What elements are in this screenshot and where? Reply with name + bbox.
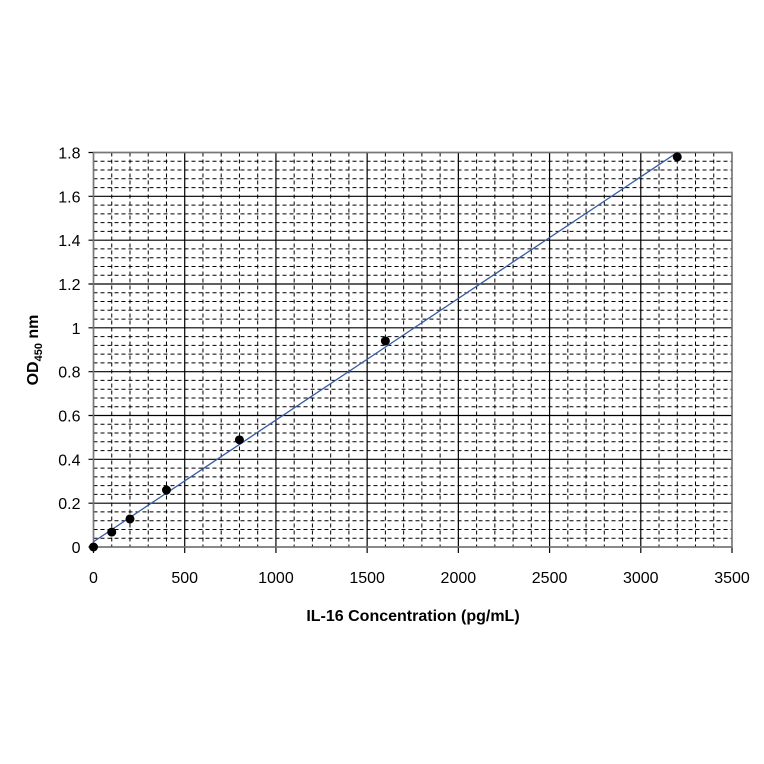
y-axis-ticks: 0 0.2 0.4 0.6 0.8 1 1.2 1.4 1.6 1.8 — [58, 146, 80, 558]
x-tick-label: 1000 — [258, 570, 294, 587]
x-axis-ticks: 0 500 1000 1500 2000 2500 3000 3500 — [89, 570, 750, 587]
x-tick-label: 500 — [171, 570, 198, 587]
y-tick-label: 1 — [72, 321, 81, 338]
y-tick-label: 1.4 — [58, 233, 80, 250]
y-tick-label: 0.6 — [58, 409, 80, 426]
y-tick-label: 1.2 — [58, 277, 80, 294]
x-tick-label: 3000 — [623, 570, 659, 587]
x-tick-label: 3500 — [714, 570, 750, 587]
data-point — [107, 527, 117, 537]
trendline — [93, 151, 678, 543]
grid — [88, 151, 733, 553]
y-tick-label: 1.6 — [58, 189, 80, 206]
x-tick-label: 2500 — [532, 570, 568, 587]
plot-area-frame — [92, 151, 733, 548]
data-point — [161, 485, 171, 495]
x-tick-label: 2000 — [441, 570, 477, 587]
data-series — [89, 151, 682, 552]
y-axis-label-suffix: nm — [25, 315, 42, 343]
x-tick-label: 0 — [89, 570, 98, 587]
data-point — [125, 514, 135, 524]
y-tick-label: 0.8 — [58, 365, 80, 382]
y-axis-label-subscript: 450 — [33, 343, 45, 361]
y-tick-label: 0.2 — [58, 496, 80, 513]
x-axis-label: IL-16 Concentration (pg/mL) — [306, 608, 519, 625]
y-axis-label-main: OD — [25, 361, 42, 385]
data-point — [380, 336, 390, 346]
data-point — [672, 152, 682, 162]
x-tick-label: 1500 — [349, 570, 385, 587]
y-axis-label: OD450 nm — [25, 315, 45, 386]
y-tick-label: 0.4 — [58, 452, 80, 469]
y-tick-label: 0 — [72, 540, 81, 557]
y-tick-label: 1.8 — [58, 146, 80, 163]
data-point — [234, 435, 244, 445]
data-point — [89, 542, 98, 552]
